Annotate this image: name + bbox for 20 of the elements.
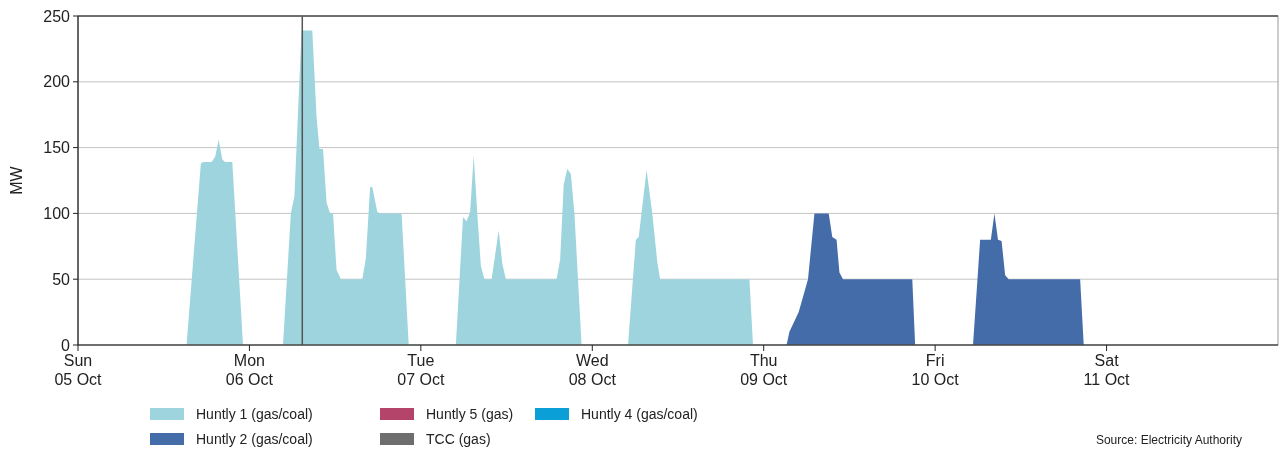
y-tick-label: 150 (43, 139, 71, 157)
x-tick-label: Thu 09 Oct (740, 352, 788, 388)
x-tick-label: Tue 07 Oct (397, 352, 445, 388)
y-tick-label: 200 (43, 73, 71, 91)
legend-label: TCC (gas) (426, 430, 491, 447)
x-tick-label: Sun 05 Oct (54, 352, 103, 388)
legend-label: Huntly 4 (gas/coal) (581, 405, 698, 422)
x-tick-label: Wed 08 Oct (568, 352, 617, 388)
y-tick-label: 0 (61, 336, 71, 354)
y-tick-label: 50 (52, 270, 71, 288)
y-tick-label: 250 (43, 7, 71, 25)
x-tick-label: Fri 10 Oct (911, 352, 960, 388)
legend-label: Huntly 2 (gas/coal) (196, 430, 313, 447)
x-tick-label: Mon 06 Oct (225, 352, 274, 388)
source-note: Source: Electricity Authority (1095, 433, 1242, 447)
legend-label: Huntly 5 (gas) (426, 405, 514, 422)
y-axis-title: MW (8, 165, 25, 195)
x-tick-label: Sat 11 Oct (1083, 352, 1131, 388)
legend-label: Huntly 1 (gas/coal) (196, 405, 313, 422)
y-tick-label: 100 (43, 205, 71, 222)
